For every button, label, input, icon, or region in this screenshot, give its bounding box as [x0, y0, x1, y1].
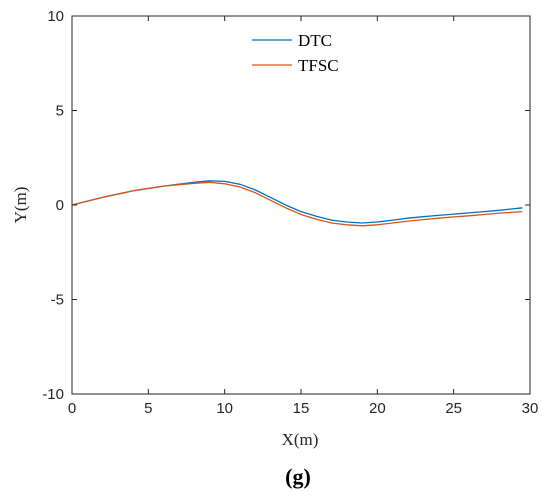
x-tick-label: 10 — [216, 400, 233, 417]
y-tick-label: 0 — [56, 197, 64, 214]
y-tick-label: 10 — [47, 8, 64, 25]
x-tick-label: 25 — [445, 400, 462, 417]
series-line-tfsc — [71, 181, 523, 227]
y-tick-label: -10 — [42, 386, 64, 403]
x-tick-label: 30 — [522, 400, 539, 417]
x-axis-label: X(m) — [282, 430, 319, 449]
y-tick-label: 5 — [56, 103, 64, 120]
y-tick-label: -5 — [51, 292, 64, 309]
series-line-dtc — [71, 180, 523, 224]
legend: DTC TFSC — [252, 31, 339, 75]
x-tick-label: 20 — [369, 400, 386, 417]
panel-label: (g) — [285, 464, 311, 489]
x-tick-label: 15 — [293, 400, 310, 417]
y-axis-label: Y(m) — [11, 187, 30, 224]
tick-layer: 0 5 10 15 20 25 30 -10 -5 0 5 10 — [42, 8, 538, 417]
x-tick-label: 5 — [144, 400, 152, 417]
legend-label-tfsc: TFSC — [298, 56, 339, 75]
x-tick-label: 0 — [68, 400, 76, 417]
legend-label-dtc: DTC — [298, 31, 332, 50]
